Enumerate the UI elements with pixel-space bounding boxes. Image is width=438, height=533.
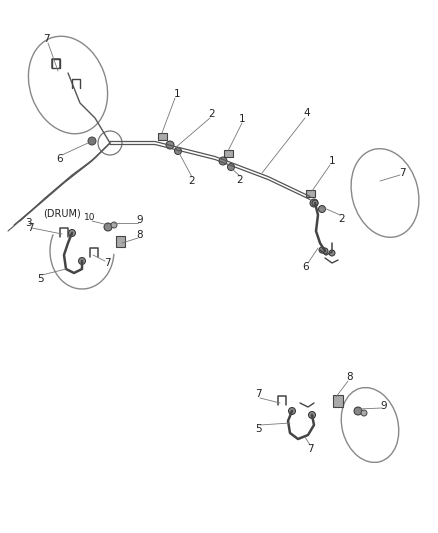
Circle shape: [361, 410, 367, 416]
Circle shape: [319, 247, 325, 253]
Text: 2: 2: [208, 109, 215, 119]
Circle shape: [318, 206, 325, 213]
Text: 1: 1: [239, 114, 245, 124]
Circle shape: [174, 148, 181, 155]
Circle shape: [329, 250, 335, 256]
Bar: [116, 236, 124, 246]
Circle shape: [354, 407, 362, 415]
Text: 7: 7: [42, 34, 49, 44]
Text: 2: 2: [339, 214, 345, 224]
Text: 4: 4: [304, 108, 310, 118]
Text: 7: 7: [399, 168, 405, 178]
Text: 6: 6: [303, 262, 309, 272]
Text: 2: 2: [237, 175, 244, 185]
Text: 3: 3: [25, 218, 31, 228]
Text: 9: 9: [381, 401, 387, 411]
Circle shape: [104, 223, 112, 231]
Text: 1: 1: [328, 156, 336, 166]
Text: 8: 8: [137, 230, 143, 240]
Text: 7: 7: [104, 258, 110, 268]
Text: 9: 9: [137, 215, 143, 225]
Text: 6: 6: [57, 154, 64, 164]
Circle shape: [227, 164, 234, 171]
Bar: [333, 395, 343, 407]
Text: 8: 8: [347, 372, 353, 382]
Bar: [158, 133, 166, 140]
Bar: [223, 149, 233, 157]
Text: 7: 7: [254, 389, 261, 399]
Text: 7: 7: [27, 223, 33, 233]
Text: 5: 5: [37, 274, 43, 284]
Circle shape: [289, 408, 296, 415]
Circle shape: [166, 141, 174, 149]
Text: 5: 5: [254, 424, 261, 434]
Text: 2: 2: [189, 176, 195, 186]
Text: 7: 7: [307, 444, 313, 454]
Circle shape: [78, 257, 85, 264]
Circle shape: [219, 157, 227, 165]
Circle shape: [322, 248, 328, 254]
Text: 10: 10: [84, 214, 96, 222]
Circle shape: [68, 230, 75, 237]
Circle shape: [111, 222, 117, 228]
Bar: [305, 190, 314, 197]
Circle shape: [308, 411, 315, 418]
Text: 1: 1: [174, 89, 180, 99]
Circle shape: [310, 199, 318, 207]
Circle shape: [88, 137, 96, 145]
Circle shape: [312, 200, 318, 206]
Text: (DRUM): (DRUM): [43, 208, 81, 218]
